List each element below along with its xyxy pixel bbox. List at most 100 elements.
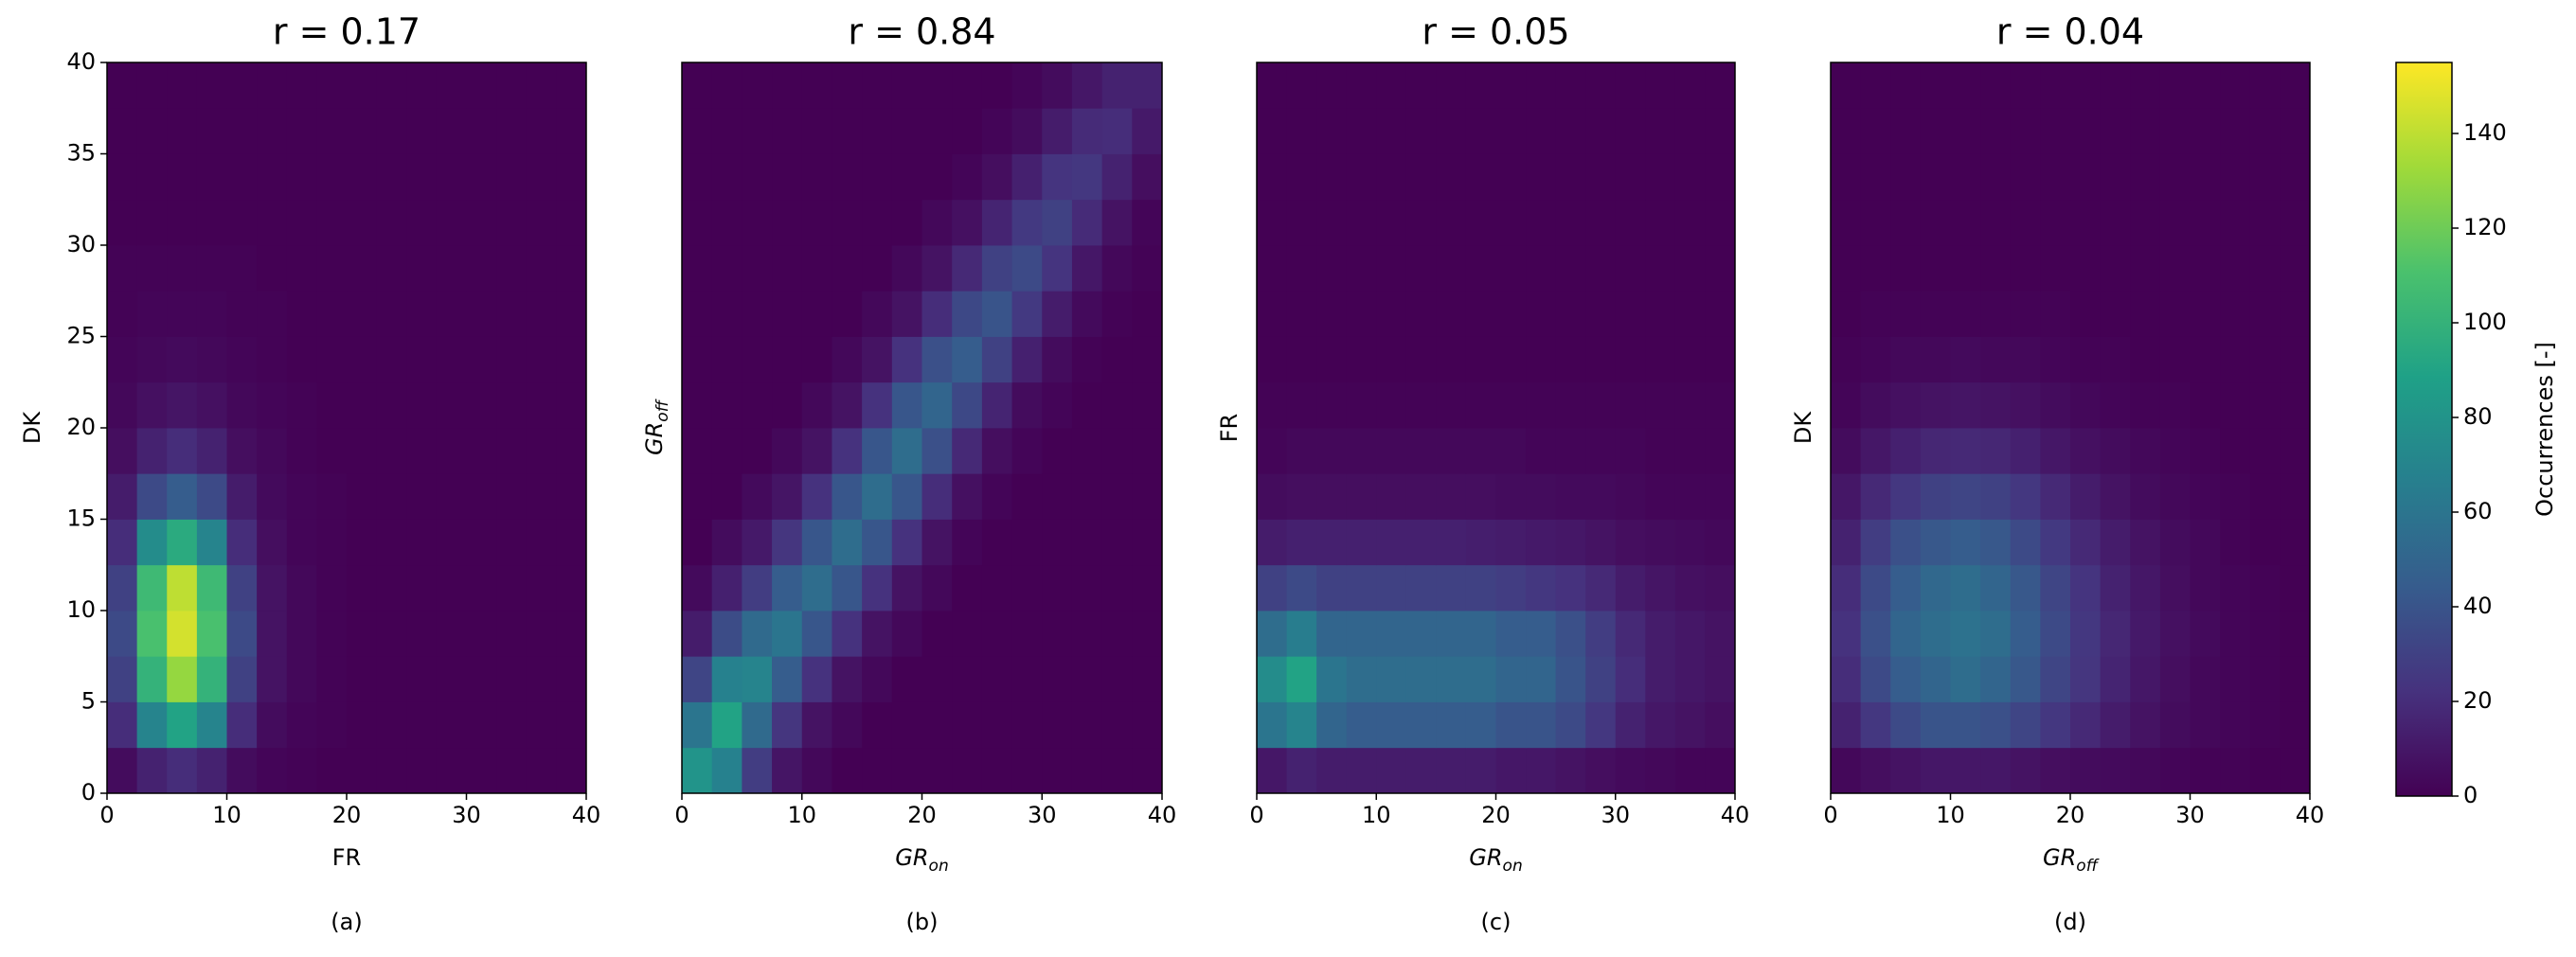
hist-cell <box>1436 519 1467 566</box>
hist-cell <box>347 701 378 749</box>
hist-cell <box>2280 336 2311 383</box>
hist-cell <box>1890 428 1922 474</box>
x-tick-label: 0 <box>1823 802 1837 828</box>
hist-cell <box>1920 381 1951 429</box>
hist-cell <box>1101 291 1133 337</box>
hist-cell <box>1405 199 1437 246</box>
hist-cell <box>496 564 528 611</box>
hist-cell <box>1405 473 1437 520</box>
hist-cell <box>1860 245 1891 292</box>
hist-cell <box>1645 245 1676 292</box>
hist-cell <box>1615 701 1646 749</box>
hist-cell <box>196 747 227 794</box>
hist-cell <box>2280 656 2311 702</box>
hist-cell <box>1316 381 1348 429</box>
hist-cell <box>1132 336 1163 383</box>
hist-cell <box>1042 381 1073 429</box>
hist-cell <box>1011 291 1043 337</box>
hist-cell <box>136 153 168 201</box>
hist-cell <box>1376 701 1407 749</box>
hist-cell <box>832 336 863 383</box>
hist-cell <box>1831 747 1862 794</box>
hist-cell <box>2190 747 2221 794</box>
hist-cell <box>2249 199 2281 246</box>
hist-cell <box>1920 428 1951 474</box>
hist-cell <box>167 62 198 109</box>
hist-cell <box>226 245 258 292</box>
hist-cell <box>1950 701 1981 749</box>
hist-cell <box>2280 564 2311 611</box>
hist-cell <box>1405 656 1437 702</box>
hist-cell <box>2220 153 2251 201</box>
hist-cell <box>1316 564 1348 611</box>
hist-cell <box>1257 199 1287 246</box>
hist-cell <box>107 473 138 520</box>
hist-cell <box>2040 291 2071 337</box>
hist-cell <box>2159 245 2191 292</box>
hist-cell <box>436 153 467 201</box>
hist-cell <box>286 62 317 109</box>
hist-cell <box>1705 428 1736 474</box>
hist-cell <box>801 336 832 383</box>
hist-cell <box>107 245 138 292</box>
hist-cell <box>1585 701 1617 749</box>
x-tick-label: 30 <box>452 802 481 828</box>
hist-cell <box>2220 62 2251 109</box>
hist-cell <box>496 611 528 657</box>
hist-cell <box>1585 747 1617 794</box>
hist-cell <box>2220 747 2251 794</box>
hist-cell <box>436 564 467 611</box>
hist-cell <box>1071 428 1103 474</box>
hist-cell <box>406 153 438 201</box>
hist-cell <box>711 519 742 566</box>
hist-cell <box>1346 381 1377 429</box>
hist-cell <box>1257 153 1287 201</box>
hist-cell <box>891 381 922 429</box>
hist-cell <box>952 519 983 566</box>
hist-cell <box>107 291 138 337</box>
hist-cell <box>316 245 348 292</box>
hist-cell <box>2280 291 2311 337</box>
hist-cell <box>801 108 832 154</box>
hist-cell <box>2100 336 2131 383</box>
hist-cell <box>136 656 168 702</box>
hist-cell <box>1526 62 1557 109</box>
hist-cell <box>1011 701 1043 749</box>
hist-cell <box>376 564 407 611</box>
hist-cell <box>1585 153 1617 201</box>
hist-cell <box>832 245 863 292</box>
hist-cell <box>832 428 863 474</box>
hist-cell <box>1615 153 1646 201</box>
hist-cell <box>1705 747 1736 794</box>
hist-cell <box>2249 611 2281 657</box>
hist-cell <box>1705 656 1736 702</box>
hist-cell <box>1980 519 2012 566</box>
hist-cell <box>1950 564 1981 611</box>
hist-cell <box>1132 519 1163 566</box>
hist-cell <box>2220 245 2251 292</box>
hist-cell <box>167 153 198 201</box>
hist-cell <box>1286 656 1317 702</box>
hist-cell <box>1860 108 1891 154</box>
hist-cell <box>1011 747 1043 794</box>
hist-cell <box>257 153 288 201</box>
hist-cell <box>1555 656 1586 702</box>
hist-cell <box>742 519 773 566</box>
hist-cell <box>226 747 258 794</box>
hist-cell <box>1257 336 1287 383</box>
hist-cell <box>2220 656 2251 702</box>
hist-cell <box>1465 701 1496 749</box>
hist-cell <box>1436 747 1467 794</box>
hist-cell <box>196 381 227 429</box>
hist-cell <box>2100 245 2131 292</box>
hist-cell <box>2280 473 2311 520</box>
hist-cell <box>1436 62 1467 109</box>
hist-cell <box>981 519 1012 566</box>
hist-cell <box>1436 381 1467 429</box>
hist-cell <box>711 199 742 246</box>
hist-cell <box>1920 656 1951 702</box>
hist-cell <box>2070 428 2102 474</box>
hist-cell <box>257 473 288 520</box>
hist-cell <box>1071 519 1103 566</box>
hist-cell <box>376 701 407 749</box>
